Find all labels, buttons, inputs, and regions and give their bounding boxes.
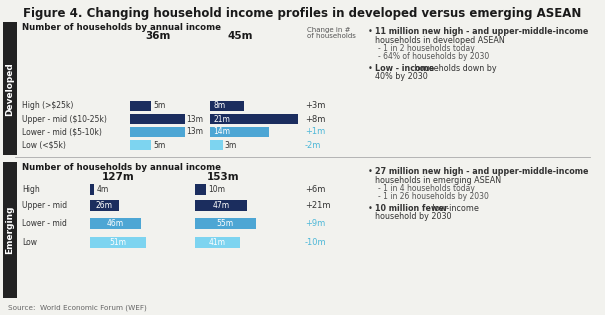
Text: +21m: +21m [305,201,330,210]
Text: households down by: households down by [412,64,497,73]
Bar [3,22,17,155]
Text: of households: of households [307,33,356,39]
Text: Figure 4. Changing household income profiles in developed versus emerging ASEAN: Figure 4. Changing household income prof… [23,7,581,20]
Text: 5m: 5m [153,101,165,111]
Text: low-income: low-income [430,204,479,213]
Bar [90,237,146,248]
Text: •: • [368,27,376,36]
Text: 14m: 14m [213,128,230,136]
Text: 51m: 51m [110,238,126,247]
Bar [195,218,255,229]
Text: +3m: +3m [305,101,325,111]
Text: 40% by 2030: 40% by 2030 [375,72,428,81]
Text: •: • [368,204,376,213]
Text: Number of households by annual income: Number of households by annual income [22,163,221,172]
Text: +9m: +9m [305,219,325,228]
Text: 21m: 21m [213,114,230,123]
Text: +1m: +1m [305,128,325,136]
Text: - 1 in 26 households by 2030: - 1 in 26 households by 2030 [378,192,489,201]
Text: •: • [368,167,376,176]
Bar [90,200,119,211]
Bar [90,184,94,195]
Text: Low - income: Low - income [375,64,434,73]
Bar [3,162,17,298]
Text: 27 million new high - and upper-middle-income: 27 million new high - and upper-middle-i… [375,167,589,176]
Text: 4m: 4m [96,185,109,194]
Text: 45m: 45m [227,31,253,41]
Text: +6m: +6m [305,185,325,194]
Text: Low (<$5k): Low (<$5k) [22,140,66,150]
Bar [90,218,140,229]
Text: 5m: 5m [153,140,165,150]
Bar [130,127,185,137]
Text: Upper - mid: Upper - mid [22,201,67,210]
Text: 46m: 46m [106,219,124,228]
Text: Number of households by annual income: Number of households by annual income [22,23,221,32]
Text: - 64% of households by 2030: - 64% of households by 2030 [378,52,489,61]
Text: Lower - mid: Lower - mid [22,219,67,228]
Text: 41m: 41m [209,238,226,247]
Text: 10 million fewer: 10 million fewer [375,204,448,213]
Text: Lower - mid ($5-10k): Lower - mid ($5-10k) [22,128,102,136]
Text: - 1 in 2 households today: - 1 in 2 households today [378,44,475,53]
Bar [130,114,185,124]
Text: 153m: 153m [207,172,240,182]
Text: - 1 in 4 households today: - 1 in 4 households today [378,184,475,193]
Text: households in developed ASEAN: households in developed ASEAN [375,36,505,45]
Text: -10m: -10m [305,238,327,247]
Bar [130,101,151,111]
Text: Low: Low [22,238,37,247]
Text: 13m: 13m [186,128,204,136]
Text: Change in #: Change in # [307,27,350,33]
Bar [130,140,151,150]
Text: 3m: 3m [224,140,237,150]
Text: 47m: 47m [212,201,229,210]
Text: High (>$25k): High (>$25k) [22,101,73,111]
Text: Source:  World Economic Forum (WEF): Source: World Economic Forum (WEF) [8,305,147,311]
Text: 36m: 36m [145,31,171,41]
Bar [210,127,269,137]
Text: 10m: 10m [208,185,225,194]
Text: 55m: 55m [217,219,234,228]
Text: High: High [22,185,40,194]
Bar [210,101,244,111]
Text: household by 2030: household by 2030 [375,212,451,221]
Text: 127m: 127m [102,172,134,182]
Text: +8m: +8m [305,114,325,123]
Text: -2m: -2m [305,140,321,150]
Bar [195,237,240,248]
Text: •: • [368,64,376,73]
Bar [195,200,247,211]
Bar [210,114,298,124]
Text: households in emerging ASEAN: households in emerging ASEAN [375,176,501,185]
Text: 11 million new high - and upper-middle-income: 11 million new high - and upper-middle-i… [375,27,589,36]
Text: Developed: Developed [5,62,15,116]
Text: Upper - mid ($10-25k): Upper - mid ($10-25k) [22,114,107,123]
Text: 13m: 13m [186,114,204,123]
Text: Emerging: Emerging [5,206,15,254]
Bar [210,140,223,150]
Text: 8m: 8m [213,101,225,111]
Text: 26m: 26m [96,201,113,210]
Bar [195,184,206,195]
